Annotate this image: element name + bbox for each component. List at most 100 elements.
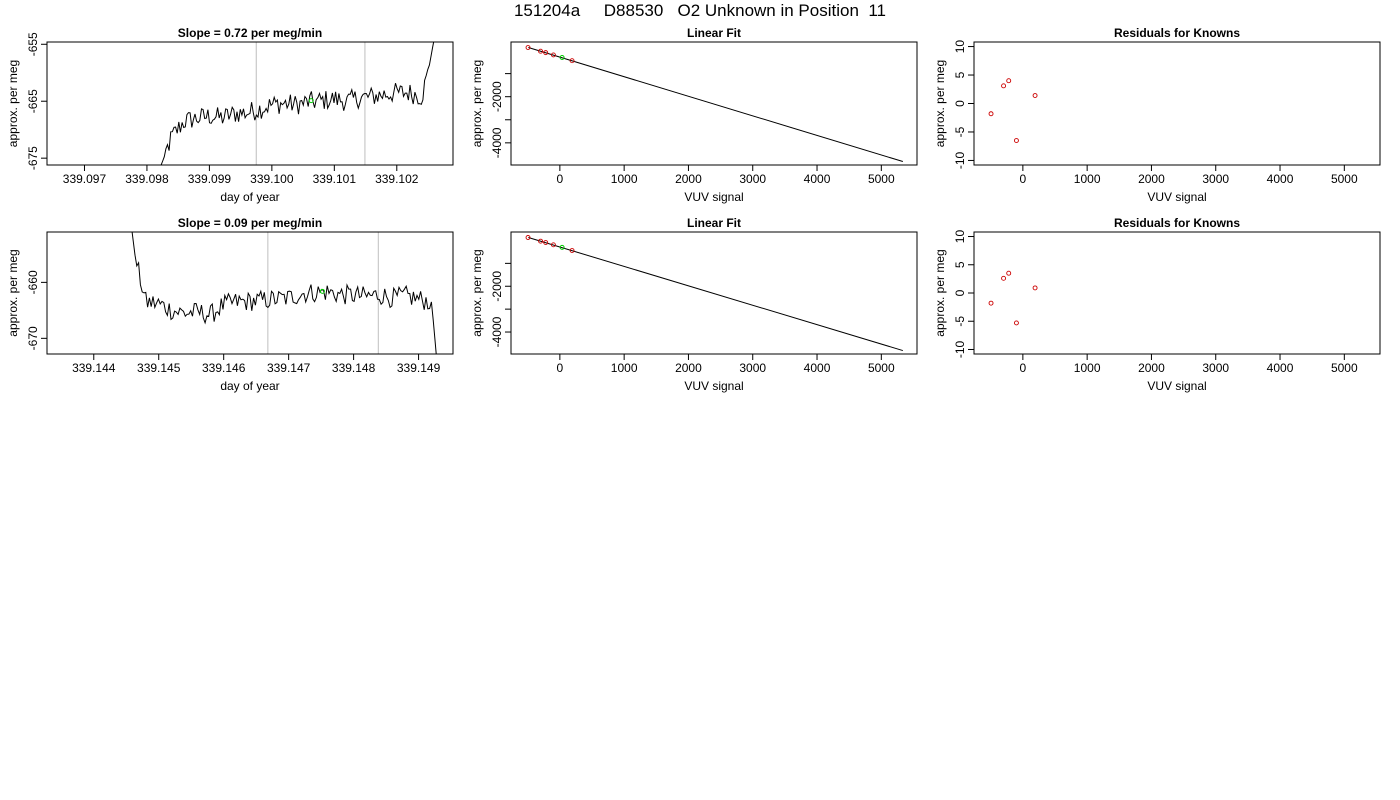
y-tick-label: 10 <box>953 230 967 244</box>
x-tick-label: 3000 <box>739 361 766 375</box>
data-point <box>538 238 544 244</box>
chart-title: Slope = 0.72 per meg/min <box>178 26 322 40</box>
y-tick-label: -4000 <box>490 316 504 347</box>
unknown-point <box>308 98 314 104</box>
data-point <box>1013 320 1019 326</box>
x-tick-label: 2000 <box>675 361 702 375</box>
data-point <box>543 50 549 56</box>
data-point <box>550 242 556 248</box>
y-tick-label: -10 <box>953 340 967 358</box>
x-axis-label: VUV signal <box>684 190 743 204</box>
x-tick-label: 339.146 <box>202 361 246 375</box>
x-tick-label: 4000 <box>804 361 831 375</box>
data-point <box>538 48 544 54</box>
chart-title: Residuals for Knowns <box>1114 26 1240 40</box>
x-tick-label: 1000 <box>1074 361 1101 375</box>
data-point <box>1006 78 1012 84</box>
data-point <box>543 240 549 245</box>
data-point <box>569 58 575 64</box>
x-tick-label: 1000 <box>1074 172 1101 186</box>
x-tick-label: 4000 <box>1267 172 1294 186</box>
x-tick-label: 1000 <box>611 361 638 375</box>
x-axis-label: day of year <box>220 190 279 204</box>
x-tick-label: 2000 <box>1138 172 1165 186</box>
plot-frame <box>510 41 918 166</box>
y-tick-label: -5 <box>953 316 967 327</box>
x-tick-label: 0 <box>1020 361 1027 375</box>
series-line <box>131 232 437 354</box>
x-tick-label: 339.144 <box>72 361 116 375</box>
plot-area <box>525 235 904 352</box>
y-tick-label: 5 <box>953 261 967 268</box>
data-point <box>525 235 531 240</box>
x-tick-label: 339.098 <box>125 172 169 186</box>
x-axis-label: day of year <box>220 379 279 393</box>
y-axis-label: approx. per meg <box>470 249 484 336</box>
y-tick-label: -10 <box>953 151 967 169</box>
series-line <box>160 42 435 165</box>
x-tick-label: 339.097 <box>63 172 107 186</box>
data-point <box>1001 83 1007 89</box>
data-point <box>550 52 556 58</box>
y-tick-label: -2000 <box>490 271 504 302</box>
plot-frame <box>973 231 1381 355</box>
y-tick-label: 10 <box>953 40 967 54</box>
x-tick-label: 3000 <box>1202 361 1229 375</box>
y-tick-label: -665 <box>26 89 40 113</box>
y-tick-label: -4000 <box>490 127 504 158</box>
unknown-point <box>319 288 325 294</box>
y-tick-label: -670 <box>26 326 40 350</box>
plot-frame <box>46 41 454 166</box>
x-tick-label: 5000 <box>1331 361 1358 375</box>
y-axis-label: approx. per meg <box>6 249 20 336</box>
chart-title: Residuals for Knowns <box>1114 216 1240 230</box>
x-tick-label: 339.102 <box>375 172 419 186</box>
x-tick-label: 2000 <box>675 172 702 186</box>
x-tick-label: 2000 <box>1138 361 1165 375</box>
y-tick-label: -675 <box>26 146 40 170</box>
x-tick-label: 339.101 <box>313 172 357 186</box>
data-point <box>1032 285 1038 291</box>
fit-line <box>528 47 904 163</box>
chart-panel-5: Linear Fit 0 1000 2000 3000 4000 5000 -2000 -400… <box>470 216 918 393</box>
plot-area <box>988 78 1038 143</box>
y-tick-label: -660 <box>26 270 40 294</box>
x-tick-label: 339.145 <box>137 361 181 375</box>
x-tick-label: 1000 <box>611 172 638 186</box>
chart-panel-4: Slope = 0.09 per meg/min 339.144 339.145 33… <box>6 216 454 393</box>
x-axis-label: VUV signal <box>1147 190 1206 204</box>
x-tick-label: 0 <box>1020 172 1027 186</box>
x-tick-label: 5000 <box>1331 172 1358 186</box>
chart-title: Linear Fit <box>687 26 741 40</box>
plot-area <box>525 45 904 163</box>
data-point <box>1001 275 1007 281</box>
x-axis-label: VUV signal <box>684 379 743 393</box>
chart-panel-3: Residuals for Knowns 0 1000 2000 3000 4000 500… <box>933 26 1381 204</box>
data-point <box>525 45 531 50</box>
chart-panel-2: Linear Fit 0 1000 2000 3000 4000 5000 -2000 -400… <box>470 26 918 204</box>
x-tick-label: 339.148 <box>332 361 376 375</box>
data-point <box>1013 138 1019 143</box>
y-axis-label: approx. per meg <box>6 60 20 147</box>
chart-title: Linear Fit <box>687 216 741 230</box>
x-tick-label: 339.149 <box>397 361 441 375</box>
y-axis-label: approx. per meg <box>470 60 484 147</box>
data-point <box>1032 93 1038 98</box>
x-tick-label: 4000 <box>1267 361 1294 375</box>
y-tick-label: 0 <box>953 100 967 107</box>
y-tick-label: 0 <box>953 289 967 296</box>
x-tick-label: 339.147 <box>267 361 311 375</box>
x-tick-label: 4000 <box>804 172 831 186</box>
chart-title: Slope = 0.09 per meg/min <box>178 216 322 230</box>
x-tick-label: 3000 <box>739 172 766 186</box>
y-tick-label: 5 <box>953 71 967 78</box>
plot-area <box>988 270 1038 326</box>
chart-panel-1: Slope = 0.72 per meg/min 339.097 339.098 33… <box>6 26 454 204</box>
x-tick-label: 0 <box>557 172 564 186</box>
chart-panel-6: Residuals for Knowns 0 1000 2000 3000 4000 500… <box>933 216 1381 393</box>
x-tick-label: 3000 <box>1202 172 1229 186</box>
unknown-point <box>559 54 565 60</box>
x-tick-label: 339.100 <box>250 172 294 186</box>
page-title: 151204a D88530 O2 Unknown in Position 11 <box>513 1 887 20</box>
